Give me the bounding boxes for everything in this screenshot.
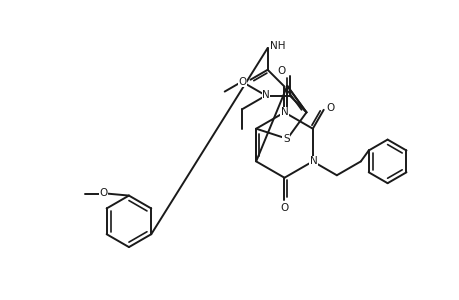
- Text: N: N: [262, 89, 269, 100]
- Text: O: O: [238, 77, 246, 87]
- Text: S: S: [282, 134, 289, 144]
- Text: O: O: [277, 66, 285, 76]
- Text: N: N: [280, 107, 288, 117]
- Text: O: O: [280, 203, 288, 214]
- Text: O: O: [326, 103, 334, 113]
- Text: NH: NH: [269, 41, 285, 51]
- Text: O: O: [99, 188, 107, 198]
- Text: N: N: [309, 156, 317, 167]
